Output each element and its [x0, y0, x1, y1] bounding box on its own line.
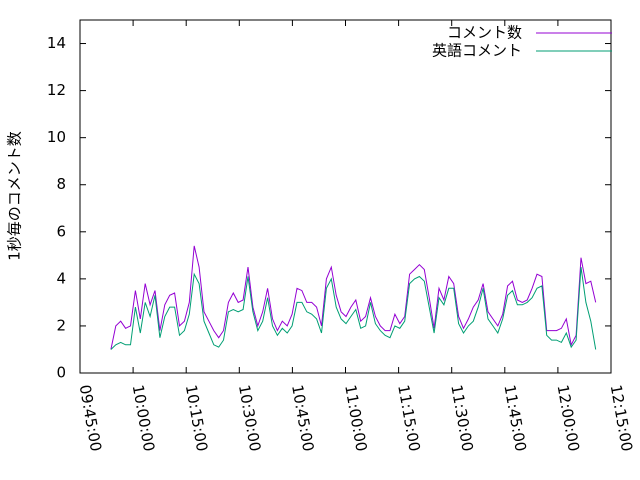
x-tick-label: 11:45:00 — [500, 383, 529, 452]
plot-frame — [79, 19, 612, 374]
y-tick-label: 10 — [47, 128, 66, 146]
y-tick-label: 6 — [56, 222, 66, 240]
legend-label: 英語コメント — [432, 42, 522, 60]
y-tick-label: 2 — [56, 316, 66, 334]
x-tick-label: 12:00:00 — [554, 383, 583, 452]
legend-label: コメント数 — [447, 24, 522, 42]
y-tick-label: 8 — [56, 175, 66, 193]
x-tick-label: 10:15:00 — [182, 383, 211, 452]
x-tick-label: 09:45:00 — [76, 383, 105, 452]
x-tick-label: 10:45:00 — [288, 383, 317, 452]
x-tick-label: 11:30:00 — [447, 383, 476, 452]
y-tick-label: 12 — [47, 81, 66, 99]
y-axis-label: 1秒毎のコメント数 — [6, 131, 24, 261]
y-tick-label: 14 — [47, 34, 66, 52]
y-tick-label: 4 — [56, 269, 66, 287]
y-tick-label: 0 — [56, 364, 66, 382]
x-tick-label: 10:00:00 — [129, 383, 158, 452]
series-line — [110, 267, 597, 350]
x-tick-label: 10:30:00 — [235, 383, 264, 452]
x-tick-label: 11:15:00 — [394, 383, 423, 452]
x-tick-label: 12:15:00 — [607, 383, 636, 452]
series-line — [110, 245, 597, 350]
x-tick-label: 11:00:00 — [341, 383, 370, 452]
